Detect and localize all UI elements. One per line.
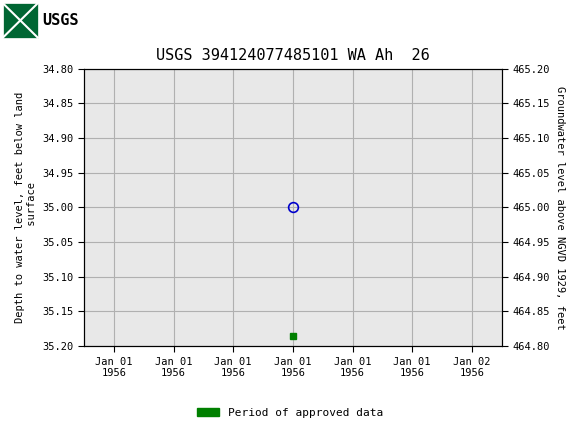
Legend: Period of approved data: Period of approved data (193, 403, 387, 422)
FancyBboxPatch shape (3, 3, 78, 37)
Text: USGS: USGS (42, 13, 78, 28)
Y-axis label: Depth to water level, feet below land
 surface: Depth to water level, feet below land su… (15, 92, 37, 323)
Y-axis label: Groundwater level above NGVD 1929, feet: Groundwater level above NGVD 1929, feet (555, 86, 565, 329)
FancyBboxPatch shape (3, 3, 38, 37)
Title: USGS 394124077485101 WA Ah  26: USGS 394124077485101 WA Ah 26 (156, 49, 430, 64)
